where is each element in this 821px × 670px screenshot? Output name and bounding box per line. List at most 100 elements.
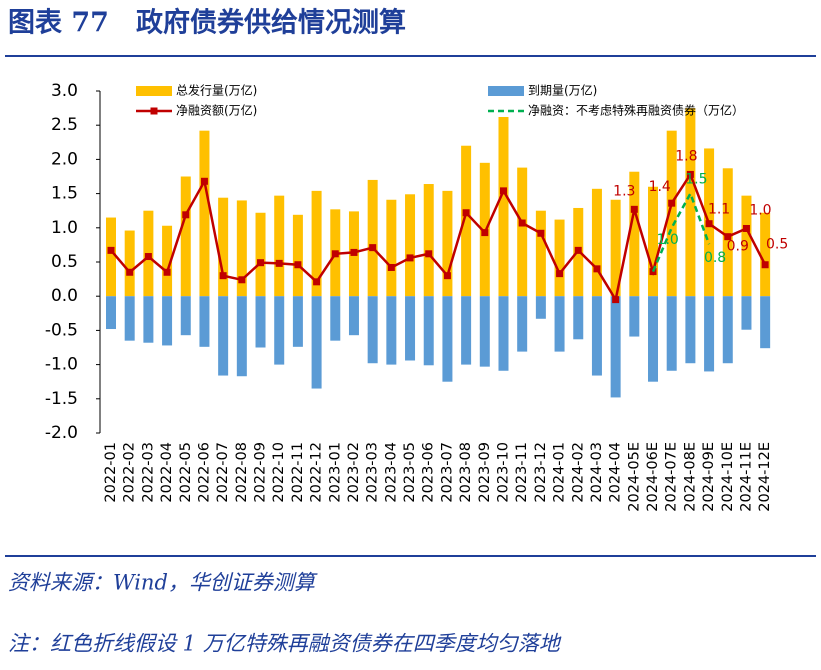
marker [443,272,451,280]
legend-label: 到期量(万亿) [528,83,597,98]
marker [144,253,152,261]
bar [629,171,640,297]
bar [554,219,565,297]
bar [648,186,659,297]
marker [238,276,246,284]
legend-label: 净融资：不考虑特殊再融资债券（万亿） [528,103,744,118]
data-label: 0.5 [766,237,788,253]
bar [423,184,434,297]
y-tick-label: -1.5 [45,389,78,409]
bar [236,200,247,297]
x-tick-label: 2023-07 [439,442,455,503]
bar [517,167,528,297]
bar [610,199,621,297]
x-tick-label: 2022-03 [140,442,156,503]
bar [610,296,621,398]
x-tick-label: 2024-12E [757,442,773,512]
x-tick-label: 2024-06E [645,442,661,512]
bar [535,210,546,297]
data-label: 1.0 [657,232,679,248]
legend-label: 总发行量(万亿) [176,83,257,98]
bar [760,296,771,349]
bar [180,296,191,336]
bar [498,296,509,371]
bar [591,296,602,376]
bar [292,296,303,347]
bar [274,296,285,365]
marker [556,270,564,278]
data-label: 1.1 [708,202,730,218]
x-tick-label: 2024-02 [570,442,586,503]
marker [462,209,470,217]
x-tick-label: 2022-09 [253,442,269,503]
line [110,171,767,303]
x-tick-label: 2023-04 [383,442,399,503]
line [651,190,711,273]
bar [143,296,154,343]
marker [257,259,265,267]
x-tick-label: 2022-12 [309,442,325,503]
marker [724,233,732,241]
bar [760,212,771,297]
marker [107,246,115,254]
legend-swatch [136,86,172,96]
bar [685,296,696,364]
y-tick-label: 0.0 [51,286,78,306]
bar [498,116,509,297]
x-tick-label: 2022-08 [234,442,250,503]
x-tick-label: 2022-01 [103,442,119,503]
y-tick-label: 1.5 [51,184,78,204]
marker [369,244,377,252]
marker [686,170,694,178]
x-tick-label: 2024-10E [720,442,736,512]
marker [574,246,582,254]
bar [405,194,416,297]
bar [124,296,135,341]
marker [612,296,620,304]
bar [386,296,397,365]
marker [313,278,321,286]
marker [630,205,638,213]
x-tick-label: 2024-03 [589,442,605,503]
marker [425,250,433,258]
y-tick-label: -2.0 [45,423,78,443]
bar [666,296,677,371]
bar [218,296,229,376]
bar [367,179,378,297]
x-tick-label: 2023-03 [365,442,381,503]
bar [573,296,584,340]
bar [236,296,247,377]
x-tick-label: 2024-04 [608,442,624,503]
bar [255,212,266,297]
y-tick-label: 2.0 [51,149,78,169]
bar [180,176,191,297]
bar [274,195,285,297]
bar [535,296,546,319]
data-label: 1.4 [649,179,671,195]
y-tick-label: -0.5 [45,320,78,340]
x-tick-label: 2024-08E [682,442,698,512]
bar [442,190,453,297]
legend-marker [150,107,158,115]
y-tick-label: -1.0 [45,355,78,375]
x-tick-label: 2023-01 [327,442,343,503]
bar [199,130,210,297]
x-tick-label: 2022-10 [271,442,287,503]
x-tick-label: 2023-10 [495,442,511,503]
marker [350,248,358,256]
marker [593,265,601,273]
bar [106,217,116,297]
bar [199,296,210,347]
y-tick-label: 1.0 [51,218,78,238]
bar [255,296,266,348]
bar [367,296,378,364]
x-tick-label: 2023-05 [402,442,418,503]
y-tick-label: 0.5 [51,252,78,272]
bar [741,296,752,330]
bar [386,199,397,297]
x-tick-label: 2023-09 [477,442,493,503]
bar [648,296,659,382]
bar [311,190,322,297]
bar [218,197,229,297]
x-tick-label: 2022-11 [290,442,306,503]
